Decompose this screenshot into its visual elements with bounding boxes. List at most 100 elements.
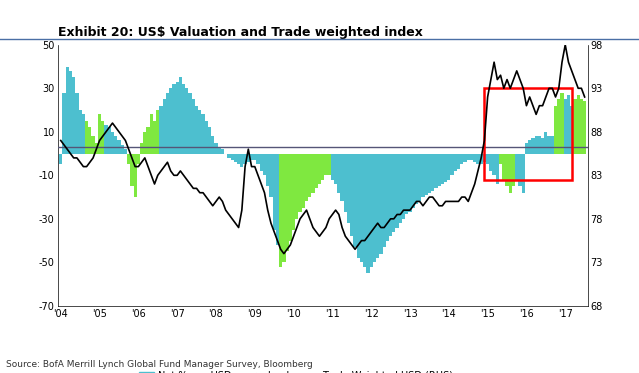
Bar <box>334 154 337 184</box>
Bar <box>166 93 169 154</box>
Bar <box>376 154 380 258</box>
Bar <box>515 154 518 180</box>
Bar <box>162 99 166 154</box>
Bar <box>305 154 308 201</box>
Bar <box>369 154 373 267</box>
Bar <box>483 154 486 162</box>
Bar <box>444 154 447 182</box>
Bar <box>344 154 347 212</box>
Bar <box>85 121 88 154</box>
Bar <box>331 154 334 180</box>
Bar <box>121 145 124 154</box>
Bar <box>104 125 107 154</box>
Bar <box>282 154 286 262</box>
Bar <box>269 154 273 197</box>
Bar <box>560 93 564 154</box>
Bar <box>218 147 221 154</box>
Bar <box>240 154 243 167</box>
Bar <box>208 128 211 154</box>
Bar <box>63 93 66 154</box>
Bar <box>421 154 424 197</box>
Bar <box>548 136 551 154</box>
Bar <box>383 154 386 247</box>
Bar <box>567 95 570 154</box>
Bar <box>243 154 247 164</box>
Bar <box>573 99 576 154</box>
Bar <box>237 154 240 164</box>
Bar <box>484 88 572 180</box>
Bar <box>75 93 79 154</box>
Bar <box>337 154 341 193</box>
Bar <box>454 154 457 171</box>
Bar <box>114 136 118 154</box>
Bar <box>396 154 399 228</box>
Bar <box>231 154 234 160</box>
Bar <box>466 154 470 160</box>
Bar <box>380 154 383 254</box>
Bar <box>173 84 176 154</box>
Bar <box>496 154 499 184</box>
Bar <box>66 66 69 154</box>
Bar <box>521 154 525 193</box>
Bar <box>292 154 295 230</box>
Bar <box>118 141 121 154</box>
Bar <box>153 121 156 154</box>
Bar <box>438 154 441 186</box>
Text: Source: BofA Merrill Lynch Global Fund Manager Survey, Bloomberg: Source: BofA Merrill Lynch Global Fund M… <box>6 360 313 369</box>
Bar <box>544 132 548 154</box>
Bar <box>363 154 366 267</box>
Bar <box>195 106 198 154</box>
Bar <box>298 154 302 212</box>
Bar <box>214 142 218 154</box>
Bar <box>328 154 331 175</box>
Bar <box>528 141 531 154</box>
Bar <box>95 142 98 154</box>
Bar <box>534 136 538 154</box>
Bar <box>134 154 137 197</box>
Bar <box>321 154 325 180</box>
Bar <box>227 154 231 158</box>
Bar <box>341 154 344 201</box>
Legend: Net % say USD overvalued, Trade Weighted USD (RHS): Net % say USD overvalued, Trade Weighted… <box>135 367 457 373</box>
Bar <box>130 154 134 186</box>
Bar <box>479 154 483 164</box>
Bar <box>286 154 289 251</box>
Bar <box>253 154 256 160</box>
Bar <box>389 154 392 236</box>
Bar <box>493 154 496 175</box>
Bar <box>576 95 580 154</box>
Bar <box>557 99 560 154</box>
Bar <box>82 115 85 154</box>
Bar <box>111 132 114 154</box>
Bar <box>424 154 427 195</box>
Bar <box>489 154 493 171</box>
Bar <box>476 154 479 164</box>
Bar <box>554 106 557 154</box>
Bar <box>311 154 314 193</box>
Bar <box>221 149 224 154</box>
Bar <box>502 154 505 180</box>
Bar <box>431 154 435 191</box>
Bar <box>256 154 259 164</box>
Bar <box>107 128 111 154</box>
Text: Exhibit 20: US$ Valuation and Trade weighted index: Exhibit 20: US$ Valuation and Trade weig… <box>58 26 422 40</box>
Bar <box>295 154 298 219</box>
Bar <box>146 128 150 154</box>
Bar <box>198 110 201 154</box>
Bar <box>570 106 573 154</box>
Bar <box>124 149 127 154</box>
Bar <box>69 71 72 154</box>
Bar <box>276 154 279 245</box>
Bar <box>518 154 521 186</box>
Bar <box>509 154 512 193</box>
Bar <box>179 77 182 154</box>
Bar <box>360 154 363 262</box>
Bar <box>101 121 104 154</box>
Bar <box>259 154 263 171</box>
Bar <box>460 154 463 164</box>
Bar <box>314 154 318 188</box>
Bar <box>412 154 415 208</box>
Bar <box>137 154 140 164</box>
Bar <box>98 115 101 154</box>
Bar <box>185 88 189 154</box>
